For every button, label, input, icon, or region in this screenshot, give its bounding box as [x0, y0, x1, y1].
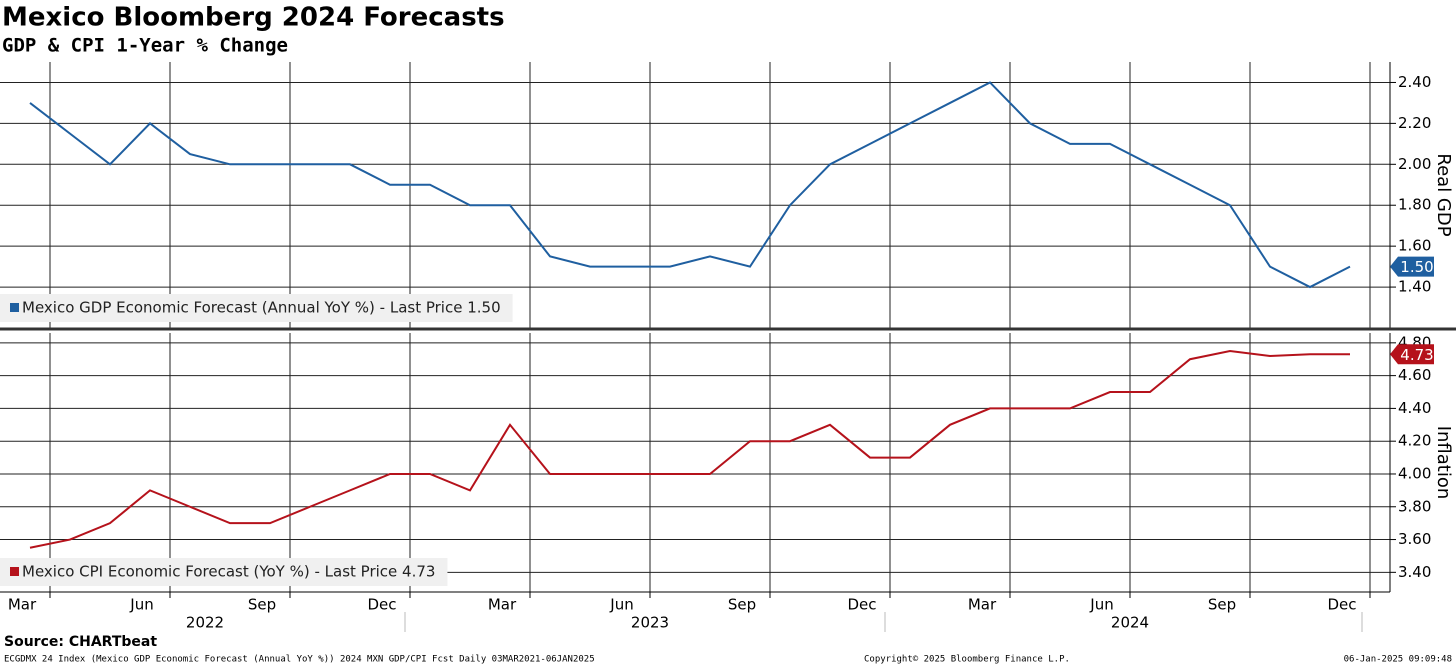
source: Source: CHARTbeat — [4, 634, 157, 650]
last-price-tag — [1390, 256, 1434, 277]
y-axis-label: Real GDP — [1433, 153, 1454, 236]
y-tick-label: 2.00 — [1398, 155, 1431, 173]
x-tick-label: Sep — [248, 596, 276, 614]
data-line — [29, 350, 1350, 549]
x-tick-label: Dec — [367, 596, 396, 614]
chart-title: Mexico Bloomberg 2024 Forecasts — [2, 3, 505, 33]
last-price-label: 4.73 — [1400, 346, 1433, 364]
y-axis-label: Inflation — [1433, 426, 1454, 500]
y-tick-label: 1.40 — [1398, 278, 1431, 296]
legend-box — [0, 294, 513, 322]
footer-center: Copyright© 2025 Bloomberg Finance L.P. — [864, 655, 1070, 665]
x-tick-label: Mar — [8, 596, 37, 614]
y-tick-label: 3.40 — [1398, 563, 1431, 581]
last-price-tag — [1390, 344, 1434, 365]
legend-label: Mexico GDP Economic Forecast (Annual YoY… — [22, 299, 501, 317]
x-tick-label: Jun — [129, 596, 153, 614]
x-tick-label: Sep — [1208, 596, 1236, 614]
y-tick-label: 4.40 — [1398, 399, 1431, 417]
x-year-label: 2023 — [631, 614, 669, 632]
y-tick-label: 1.80 — [1398, 196, 1431, 214]
legend-box — [0, 558, 448, 586]
y-tick-label: 3.60 — [1398, 530, 1431, 548]
y-tick-label: 2.20 — [1398, 114, 1431, 132]
data-line — [29, 81, 1351, 289]
legend-label: Mexico CPI Economic Forecast (YoY %) - L… — [22, 563, 435, 581]
x-tick-label: Mar — [968, 596, 997, 614]
y-tick-label: 1.60 — [1398, 237, 1431, 255]
x-tick-label: Dec — [1327, 596, 1356, 614]
legend-swatch — [10, 567, 19, 576]
legend-swatch — [10, 303, 19, 312]
last-price-label: 1.50 — [1400, 258, 1433, 276]
y-tick-label: 4.00 — [1398, 464, 1431, 482]
x-tick-label: Jun — [609, 596, 633, 614]
footer-right: 06-Jan-2025 09:09:48 — [1344, 655, 1452, 665]
x-tick-label: Sep — [728, 596, 756, 614]
y-tick-label: 4.60 — [1398, 366, 1431, 384]
y-tick-label: 4.20 — [1398, 432, 1431, 450]
y-tick-label: 3.80 — [1398, 497, 1431, 515]
x-year-label: 2024 — [1111, 614, 1149, 632]
x-tick-label: Dec — [847, 596, 876, 614]
chart-subtitle: GDP & CPI 1-Year % Change — [2, 35, 288, 57]
x-tick-label: Jun — [1089, 596, 1113, 614]
x-year-label: 2022 — [186, 614, 224, 632]
footer-left: ECGDMX 24 Index (Mexico GDP Economic For… — [4, 655, 595, 665]
x-tick-label: Mar — [488, 596, 517, 614]
y-tick-label: 2.40 — [1398, 73, 1431, 91]
